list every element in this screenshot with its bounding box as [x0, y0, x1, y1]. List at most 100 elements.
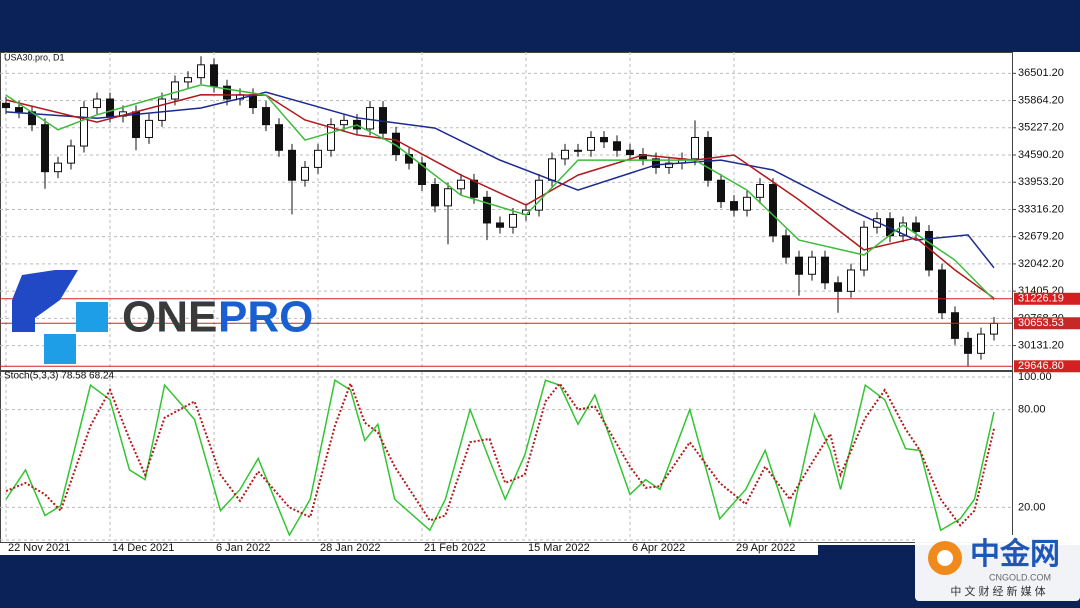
- candle-body: [496, 222, 504, 228]
- candle-body: [15, 107, 23, 113]
- price-panel: [0, 52, 1013, 371]
- candle-body: [769, 184, 777, 237]
- candle-body: [509, 213, 517, 228]
- candle-body: [990, 322, 998, 335]
- candle-body: [340, 119, 348, 126]
- y-tick-label: 80.00: [1018, 404, 1046, 416]
- x-tick-label: 6 Apr 2022: [632, 542, 685, 554]
- candle-body: [730, 201, 738, 211]
- level-label-bg: [1014, 317, 1080, 330]
- candle-body: [80, 107, 88, 147]
- candle-body: [171, 81, 179, 100]
- y-tick-label: 33953.20: [1018, 176, 1064, 188]
- x-tick-label: 15 Mar 2022: [528, 542, 590, 554]
- y-tick-label: 20.00: [1018, 501, 1046, 513]
- candle-body: [808, 256, 816, 275]
- watermark-site: CNGOLD.COM: [989, 572, 1051, 582]
- x-tick-label: 22 Nov 2021: [8, 542, 70, 554]
- candle-body: [431, 184, 439, 207]
- y-tick-label: 34590.20: [1018, 149, 1064, 161]
- candle-body: [223, 85, 231, 100]
- indicator-title: Stoch(5,3,3) 78.58 68.24: [4, 371, 115, 382]
- candle-body: [938, 269, 946, 314]
- candle-body: [561, 149, 569, 160]
- candle-body: [795, 256, 803, 275]
- candle-body: [197, 64, 205, 79]
- chart-background: [0, 52, 1080, 555]
- candle-body: [184, 77, 192, 83]
- logo-text: ONE: [122, 293, 217, 342]
- stoch-line: [5, 379, 995, 537]
- candle-body: [2, 102, 10, 109]
- candle-body: [288, 149, 296, 181]
- logo-text: PRO: [218, 293, 313, 342]
- x-tick-label: 21 Feb 2022: [424, 542, 486, 554]
- x-tick-label: 14 Dec 2021: [112, 542, 174, 554]
- candle-body: [600, 136, 608, 143]
- x-tick-label: 29 Apr 2022: [736, 542, 795, 554]
- candle-body: [964, 337, 972, 354]
- candle-body: [899, 222, 907, 237]
- y-tick-label: 35227.20: [1018, 122, 1064, 134]
- watermark-slogan: 中 文 财 经 新 媒 体: [950, 584, 1045, 598]
- logo-square: [76, 302, 108, 332]
- logo-square: [44, 334, 76, 364]
- candle-body: [574, 149, 582, 152]
- level-label: 30653.53: [1018, 317, 1064, 329]
- logo: ONE PRO: [12, 270, 313, 364]
- y-tick-label: 32042.20: [1018, 258, 1064, 270]
- y-tick-label: 32679.20: [1018, 231, 1064, 243]
- candle-body: [470, 179, 478, 198]
- candle-body: [834, 282, 842, 292]
- level-label: 29646.80: [1018, 360, 1064, 372]
- y-tick-label: 35864.20: [1018, 94, 1064, 106]
- watermark-name: 中金网: [970, 537, 1060, 571]
- level-label: 31226.19: [1018, 293, 1064, 305]
- stoch-panel: [0, 371, 1013, 543]
- candle-body: [301, 166, 309, 181]
- stoch-line: [5, 380, 995, 527]
- watermark: 中金网 CNGOLD.COM 中 文 财 经 新 媒 体: [818, 535, 1080, 608]
- y-tick-label: 33316.20: [1018, 203, 1064, 215]
- candle-body: [93, 98, 101, 109]
- candle-body: [912, 222, 920, 233]
- moving-average: [5, 91, 995, 269]
- candle-body: [977, 333, 985, 354]
- candle-body: [366, 107, 374, 130]
- candle-body: [951, 312, 959, 339]
- candle-body: [535, 179, 543, 211]
- watermark-icon: [937, 550, 953, 566]
- y-tick-label: 30131.20: [1018, 339, 1064, 351]
- candle-body: [106, 98, 114, 117]
- candle-body: [158, 98, 166, 121]
- candle-body: [275, 124, 283, 151]
- candle-body: [444, 188, 452, 207]
- candle-body: [418, 162, 426, 185]
- candle-body: [145, 119, 153, 138]
- chart-title: USA30.pro, D1: [4, 52, 65, 62]
- y-tick-label: 36501.20: [1018, 67, 1064, 79]
- candle-body: [483, 196, 491, 224]
- x-tick-label: 6 Jan 2022: [216, 542, 270, 554]
- candle-body: [665, 162, 673, 168]
- candle-body: [587, 136, 595, 151]
- level-label-bg: [1014, 360, 1080, 373]
- candle-body: [613, 141, 621, 151]
- candle-body: [67, 145, 75, 164]
- y-tick-label: 100.00: [1018, 371, 1052, 383]
- candle-body: [756, 184, 764, 198]
- candle-body: [691, 136, 699, 160]
- candle-body: [314, 149, 322, 168]
- candle-body: [132, 111, 140, 138]
- candle-body: [41, 124, 49, 173]
- candle-body: [548, 158, 556, 181]
- x-tick-label: 28 Jan 2022: [320, 542, 381, 554]
- candle-body: [652, 158, 660, 168]
- candle-body: [782, 235, 790, 258]
- moving-average: [5, 84, 995, 301]
- candle-body: [210, 64, 218, 87]
- level-label-bg: [1014, 292, 1080, 305]
- candle-body: [327, 124, 335, 151]
- candle-body: [626, 149, 634, 156]
- candle-body: [743, 196, 751, 211]
